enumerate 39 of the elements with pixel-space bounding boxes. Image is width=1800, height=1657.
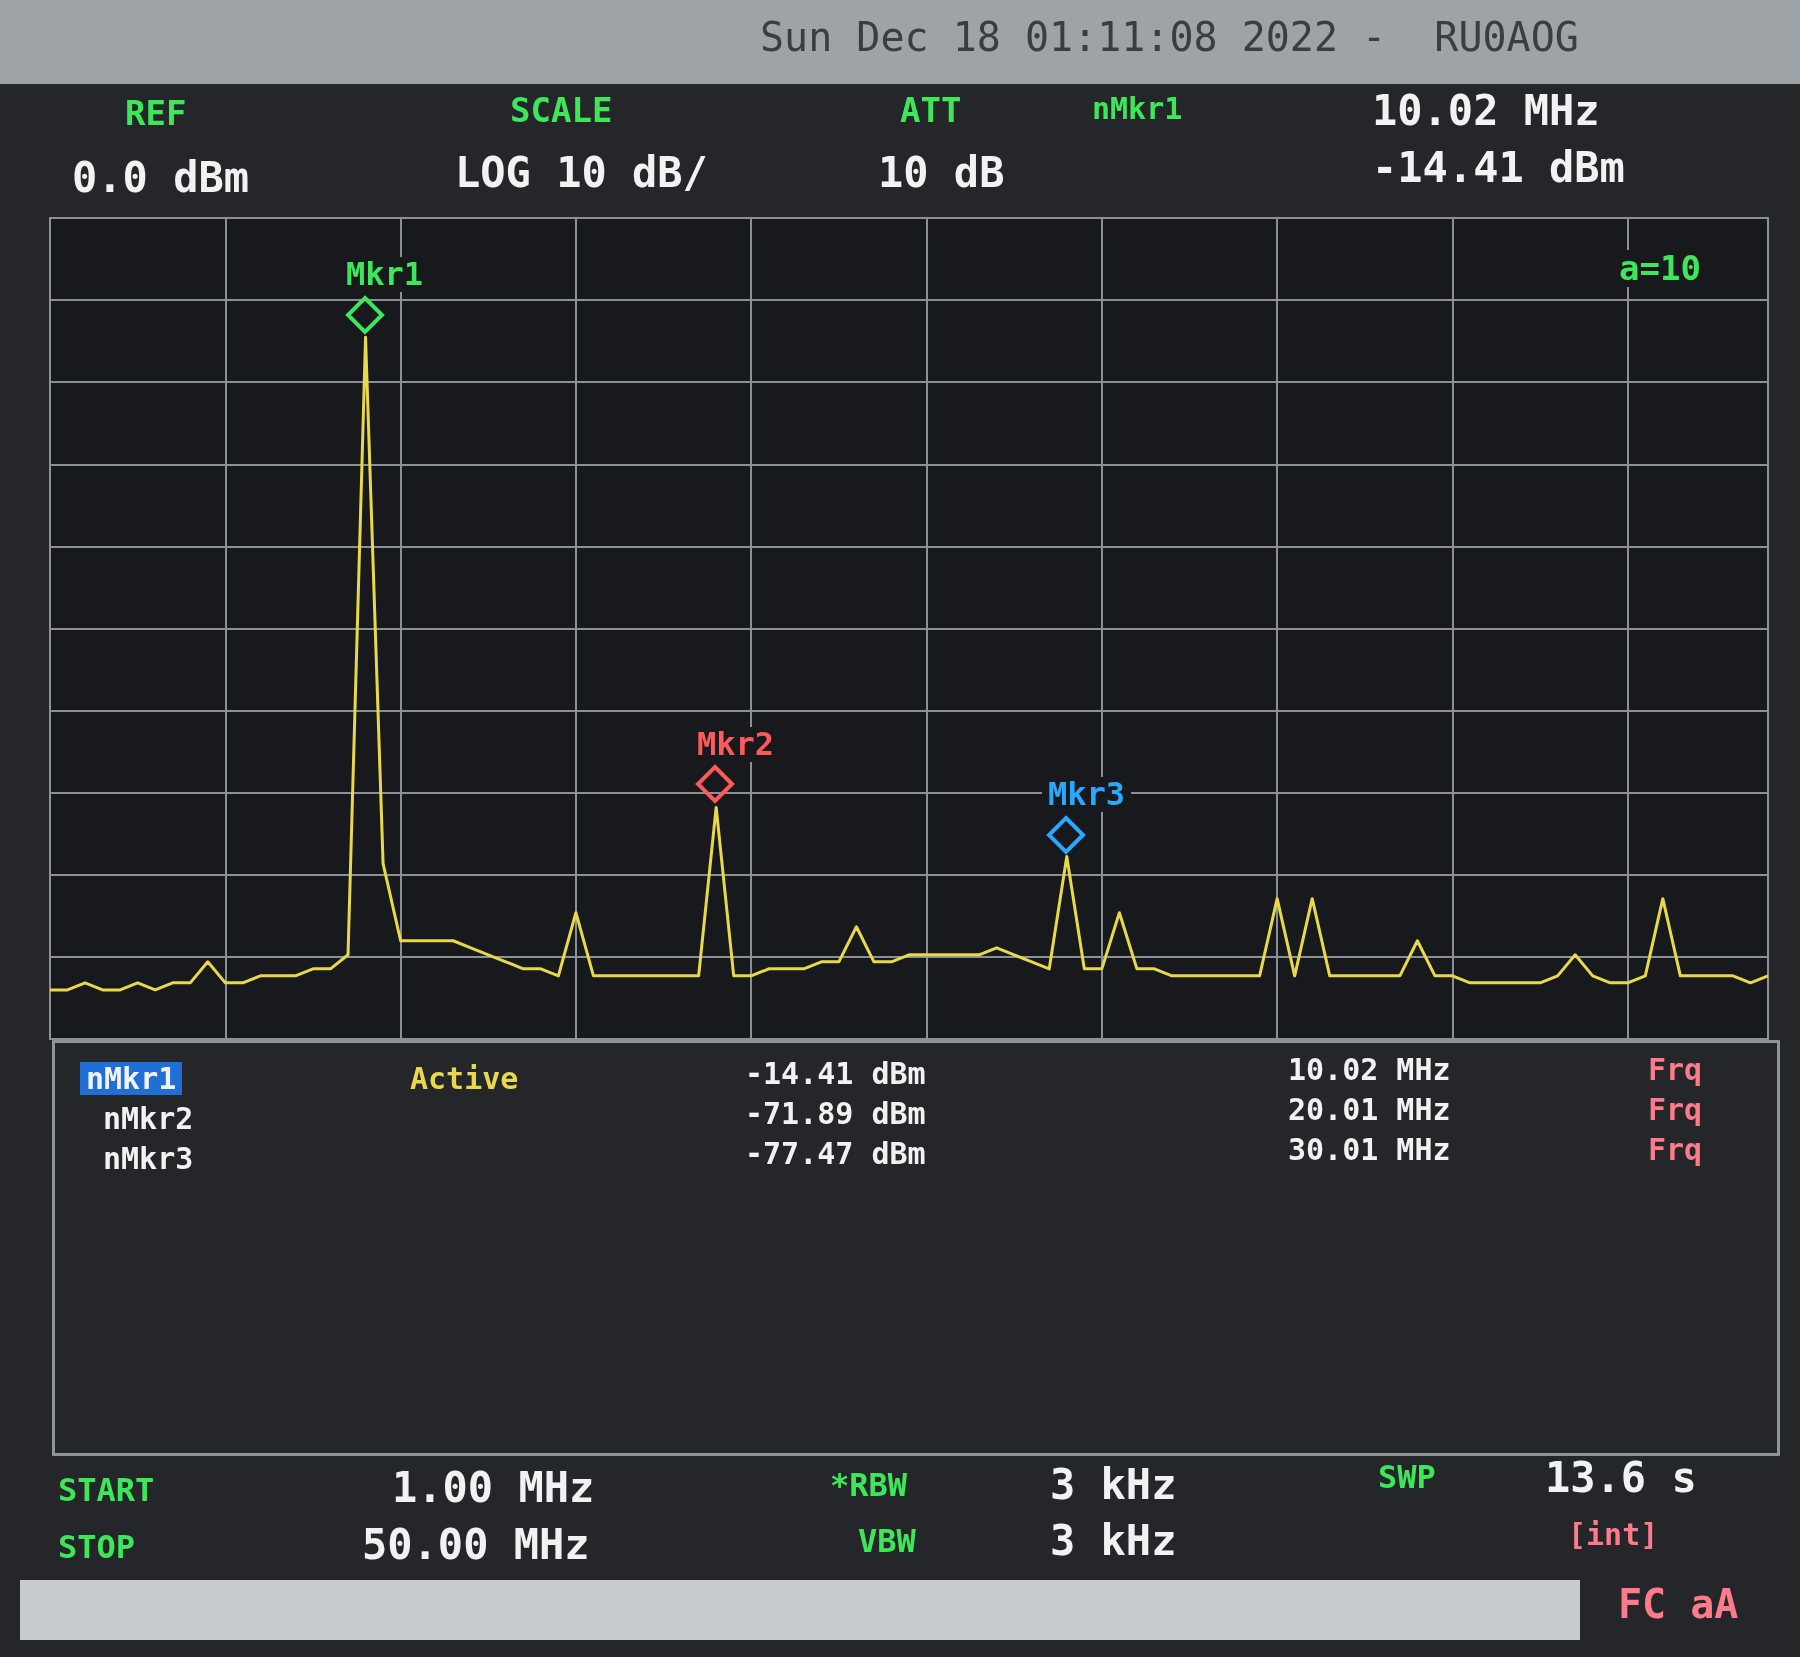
annotation: Mkr2 [691,725,781,763]
text: nMkr3 [103,1141,194,1176]
text: 20.01 MHz [1288,1092,1451,1127]
text: 13.6 s [1545,1453,1697,1502]
text: -14.41 dBm [1372,143,1625,192]
text: START [58,1471,155,1509]
text: 3 kHz [1050,1516,1177,1565]
text: VBW [858,1522,916,1560]
text: Frq [1648,1052,1703,1087]
text: [int] [1568,1517,1659,1552]
text: SWP [1378,1458,1436,1496]
annotation: Mkr3 [1042,775,1132,813]
text: nMkr2 [103,1101,194,1136]
text: 10.02 MHz [1372,86,1600,135]
text: a=10 [1615,248,1705,288]
text: STOP [58,1528,136,1566]
text: -14.41 dBm [745,1056,926,1091]
text: ATT [900,90,962,130]
text: Frq [1648,1132,1703,1167]
text: 10.02 MHz [1288,1052,1451,1087]
text: 50.00 MHz [362,1520,590,1569]
text: 10 dB [878,148,1005,197]
text: FC aA [1618,1581,1739,1627]
text: nMkr1 [1092,91,1183,126]
text: REF [125,93,187,133]
text: Frq [1648,1092,1703,1127]
chart-title: Sun Dec 18 01:11:08 2022 - RU0AOG [760,14,1579,60]
text: *RBW [830,1466,908,1504]
text: 0.0 dBm [72,153,250,202]
text: -77.47 dBm [745,1136,926,1171]
text: LOG 10 dB/ [455,148,708,197]
text: Mkr1 [340,255,430,293]
text: 30.01 MHz [1288,1132,1451,1167]
text: -71.89 dBm [745,1096,926,1131]
text: 1.00 MHz [392,1463,595,1512]
text: Active [410,1061,519,1096]
text: SCALE [510,90,613,130]
text: nMkr1 [80,1061,183,1096]
text: 3 kHz [1050,1460,1177,1509]
